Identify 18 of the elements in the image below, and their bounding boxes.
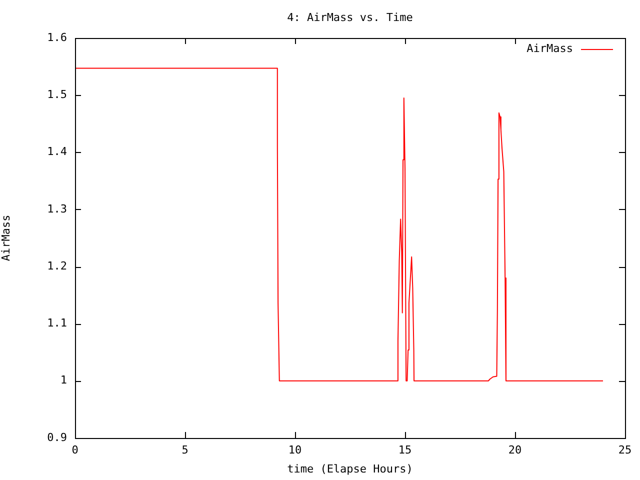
x-tick-label: 5 (182, 443, 188, 456)
y-tick-label: 1.4 (47, 145, 68, 158)
y-tick-label: 1.1 (47, 316, 67, 330)
x-tick-label: 20 (508, 443, 522, 456)
y-tick-label: 0.9 (47, 430, 67, 444)
y-tick-label: 1.3 (47, 202, 67, 216)
y-tick-label: 1 (60, 374, 67, 387)
x-tick-label: 0 (72, 443, 78, 456)
x-tick-label: 25 (618, 443, 632, 456)
chart-title: 4: AirMass vs. Time (287, 10, 413, 24)
x-axis-title: time (Elapse Hours) (287, 462, 413, 476)
x-tick-label: 10 (288, 443, 302, 456)
y-axis-title: AirMass (0, 214, 12, 262)
y-tick-label: 1.5 (47, 88, 67, 101)
y-tick-label: 1.6 (47, 30, 67, 44)
y-tick-label: 1.2 (47, 259, 67, 272)
x-tick-label: 15 (398, 443, 412, 456)
text: AirMass (526, 42, 573, 55)
